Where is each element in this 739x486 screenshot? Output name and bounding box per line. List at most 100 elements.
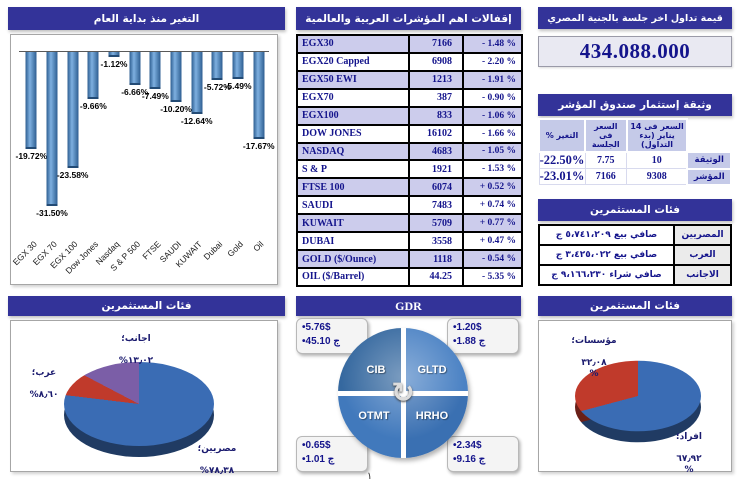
- investors-table-header: فئات المستثمرين: [538, 199, 732, 221]
- pie-left-panel: اجانب؛ ١٣٫٠٢% عرب؛ ٨٫٦٠% مصريين؛ ٧٨٫٣٨%: [10, 320, 278, 476]
- slice-value: ١٣٫٠٢%: [118, 356, 154, 366]
- slice-value: ٨٫٦٠%: [29, 390, 59, 400]
- bar-value-label: -7.49%: [141, 90, 169, 101]
- fund-col-change: التغير %: [537, 118, 587, 153]
- index-change: - 5.35 %: [462, 266, 523, 288]
- table-row: SAUDI 7483 + 0.74 %: [296, 195, 523, 216]
- table-row: EGX20 Capped 6908- 2.20 %: [296, 51, 523, 72]
- index-name: DOW JONES: [296, 123, 410, 144]
- callout-line: •5.76$: [302, 322, 331, 333]
- trading-value-header: قيمة تداول اخر جلسة بالجنية المصري: [538, 7, 732, 29]
- gdr-diagram: •5.76$ •45.10 ج •1.20$ •1.88 ج •0.65$ •1…: [296, 316, 521, 482]
- index-name: EGX50 EWI: [296, 69, 410, 90]
- table-row: EGX30 7166- 1.48 %: [296, 34, 523, 54]
- index-change: - 1.53 %: [462, 159, 523, 180]
- fund-row-label: المؤشر: [686, 167, 732, 186]
- bar-column: -9.66%: [79, 52, 107, 230]
- ytd-bar-chart-panel: -19.72% -31.50% -23.58% -9.66% -1.12% -6.66% -…: [10, 34, 278, 285]
- fund-header-row: السعر فى 14 يناير (بدء التداول) السعر فى…: [537, 118, 731, 153]
- bar-value-label: -9.66%: [79, 101, 107, 112]
- index-name: EGX70: [296, 87, 410, 108]
- index-value: 387: [408, 87, 464, 108]
- bar: [170, 52, 182, 102]
- investor-category: العرب: [673, 244, 732, 266]
- index-value: 1118: [408, 249, 464, 269]
- bar-column: -12.64%: [181, 52, 213, 230]
- fund-row-label: الوثيقة: [686, 151, 732, 170]
- investor-net-value: صافي شراء ٩،١٦٦،٢٣٠ ج: [538, 264, 675, 286]
- gdr-header: GDR: [296, 296, 521, 316]
- fund-table: السعر فى 14 يناير (بدء التداول) السعر فى…: [537, 118, 732, 186]
- index-change: - 0.54 %: [462, 249, 523, 269]
- index-value: 44.25: [408, 266, 464, 288]
- bar: [67, 52, 79, 168]
- callout-line: •1.20$: [453, 322, 482, 333]
- bar: [87, 52, 99, 100]
- bar-chart-baseline: [19, 51, 269, 52]
- bar-value-label: -17.67%: [242, 140, 275, 151]
- pie-left-chart: [64, 362, 214, 446]
- callout-line: •2.34$: [453, 440, 482, 451]
- bar-value-label: -12.64%: [180, 115, 213, 126]
- table-row: العرب صافي بيع ٣،٤٢٥،٠٢٢ ج: [538, 244, 732, 266]
- table-row: S & P 1921- 1.53 %: [296, 159, 523, 180]
- ytd-chart-header: التغير منذ بداية العام: [8, 7, 285, 30]
- pie-slice-label: مصريين؛ ٧٨٫٣٨%: [169, 433, 265, 486]
- axis-label: Oil: [251, 239, 266, 254]
- pie-slice-label: افراد؛ ٦٧٫٩٢ %: [661, 421, 717, 486]
- bar-value-label: -6.66%: [121, 86, 149, 97]
- index-value: 6908: [408, 51, 464, 72]
- fund-session-price: 7166: [584, 168, 628, 185]
- table-row: DOW JONES 16102- 1.66 %: [296, 123, 523, 144]
- pie-right-title: فئات المستثمرين: [589, 300, 681, 312]
- index-change: - 0.90 %: [462, 87, 523, 108]
- indices-table-title: إقفالات اهم المؤشرات العربية والعالمية: [305, 12, 512, 25]
- callout-line: •45.10 ج: [302, 336, 340, 347]
- fund-title: وثيقة إستثمار صندوق المؤشر: [558, 99, 712, 111]
- index-value: 7166: [408, 34, 464, 54]
- slice-name: عرب؛: [31, 368, 57, 378]
- bar-value-label: -1.12%: [100, 59, 128, 70]
- bar-column: -5.72%: [204, 52, 231, 230]
- bar: [149, 52, 161, 89]
- gdr-quadrant-gltd: GLTD: [417, 364, 447, 376]
- bar-column: -23.58%: [57, 52, 89, 230]
- investor-net-value: صافي بيع ٥،٧٤١،٢٠٩ ج: [538, 224, 675, 246]
- bar-column: -10.20%: [160, 52, 192, 230]
- axis-label: Gold: [225, 239, 246, 259]
- callout-line: •1.88 ج: [453, 336, 486, 347]
- index-change: - 1.05 %: [462, 141, 523, 162]
- page-number: ١: [366, 471, 373, 482]
- bar-column: -19.72%: [15, 52, 47, 230]
- bar-chart-axis-labels: EGX 30 EGX 70 EGX 100 Dow Jones Nasdaq S & P …: [10, 237, 269, 287]
- table-row: FTSE 100 6074 + 0.52 %: [296, 177, 523, 198]
- slice-value: ٣٢٫٠٨ %: [581, 358, 607, 379]
- cycle-arrows-icon: ↻: [391, 376, 415, 409]
- table-row: المصريين صافي بيع ٥،٧٤١،٢٠٩ ج: [538, 224, 732, 246]
- index-change: - 1.91 %: [462, 69, 523, 90]
- fund-header: وثيقة إستثمار صندوق المؤشر: [538, 94, 732, 116]
- index-name: SAUDI: [296, 195, 410, 216]
- bar: [211, 52, 223, 81]
- bar: [191, 52, 203, 114]
- gdr-quadrant-cib: CIB: [366, 364, 386, 376]
- index-value: 16102: [408, 123, 464, 144]
- pie-right-panel: مؤسسات؛ ٣٢٫٠٨ % افراد؛ ٦٧٫٩٢ %: [538, 320, 732, 475]
- pie-left-header: فئات المستثمرين: [8, 296, 285, 316]
- bar-column: -7.49%: [141, 52, 169, 230]
- axis-label: Dubai: [201, 239, 225, 262]
- bar-chart-plot-area: -19.72% -31.50% -23.58% -9.66% -1.12% -6.66% -…: [15, 52, 275, 230]
- index-value: 3558: [408, 231, 464, 252]
- bar-column: -6.66%: [121, 52, 149, 230]
- fund-col-start: السعر فى 14 يناير (بدء التداول): [625, 118, 689, 153]
- bar-column: -5.49%: [225, 52, 252, 230]
- table-row: المؤشر 9308 7166 -23.01%: [538, 167, 732, 186]
- index-name: EGX30: [296, 34, 410, 54]
- callout-line: •1.01 ج: [302, 454, 335, 465]
- index-name: DUBAI: [296, 231, 410, 252]
- fund-corner-cell: [687, 119, 731, 152]
- bar-column: -17.67%: [243, 52, 275, 230]
- investors-table: المصريين صافي بيع ٥،٧٤١،٢٠٩ ج العرب صافي…: [538, 224, 732, 286]
- bar-value-label: -10.20%: [160, 103, 192, 114]
